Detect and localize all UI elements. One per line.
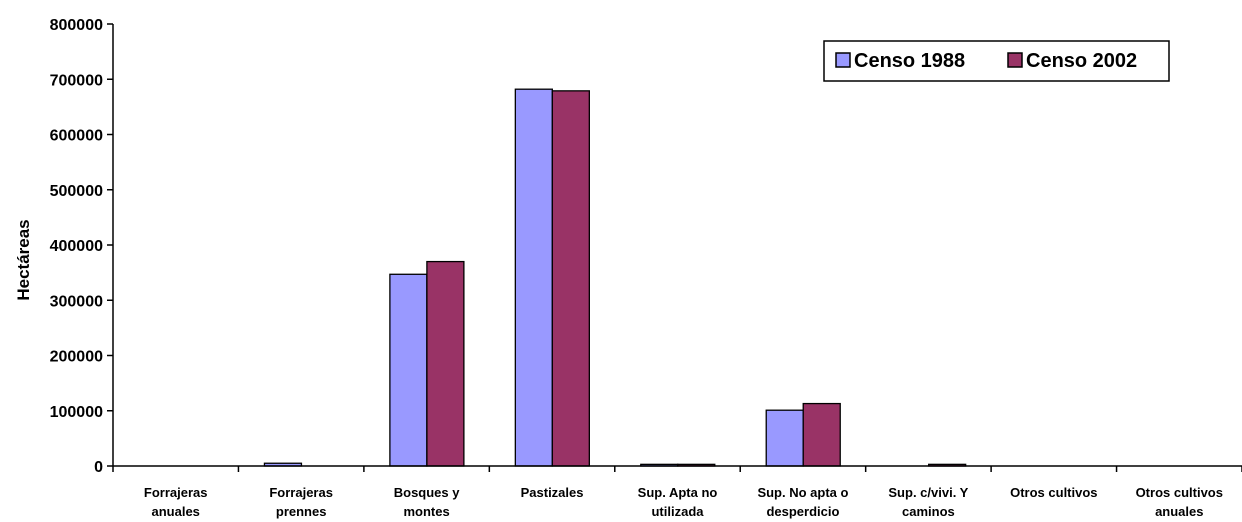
legend-swatch-censo-1988 <box>835 52 851 68</box>
y-tick-label: 500000 <box>50 183 103 200</box>
x-axis-labels: Forrajeras anuales Forrajeras prennes Bosque… <box>144 485 1223 519</box>
bar-censo-1988 <box>765 409 804 467</box>
y-tick-label: 100000 <box>50 404 103 421</box>
y-tick-label: 600000 <box>50 128 103 145</box>
y-axis-ticks: 0 100000 200000 300000 400000 500000 600000 700… <box>50 17 113 476</box>
y-axis-label: Hectáreas <box>14 219 33 300</box>
legend-swatch-censo-2002 <box>1007 52 1023 68</box>
bars <box>263 88 967 467</box>
x-category-label: Sup. Apta no utilizada <box>638 485 718 519</box>
x-category-label: Forrajeras anuales <box>144 485 208 519</box>
x-category-label: Forrajeras prennes <box>269 485 333 519</box>
y-tick-label: 800000 <box>50 17 103 34</box>
x-category-label: Otros cultivos <box>1010 485 1097 500</box>
bar-censo-2002 <box>426 260 465 467</box>
y-tick-label: 0 <box>94 459 103 476</box>
legend-label-censo-2002: Censo 2002 <box>1026 50 1137 72</box>
legend-label-censo-1988: Censo 1988 <box>854 50 965 72</box>
legend-box <box>823 40 1170 82</box>
x-category-label: Pastizales <box>521 485 584 500</box>
bar-censo-2002 <box>551 90 590 467</box>
y-tick-label: 700000 <box>50 72 103 89</box>
legend: Censo 1988 Censo 2002 <box>823 40 1170 82</box>
x-category-label: Bosques y montes <box>394 485 461 519</box>
bar-censo-1988 <box>389 273 428 467</box>
y-tick-label: 200000 <box>50 349 103 366</box>
axes <box>112 24 1242 472</box>
y-tick-label: 300000 <box>50 293 103 310</box>
x-category-label: Sup. No apta o desperdicio <box>757 485 848 519</box>
bar-censo-1988 <box>514 88 553 467</box>
y-tick-label: 400000 <box>50 238 103 255</box>
bar-censo-2002 <box>802 402 841 467</box>
x-category-label: Otros cultivos anuales <box>1136 485 1223 519</box>
